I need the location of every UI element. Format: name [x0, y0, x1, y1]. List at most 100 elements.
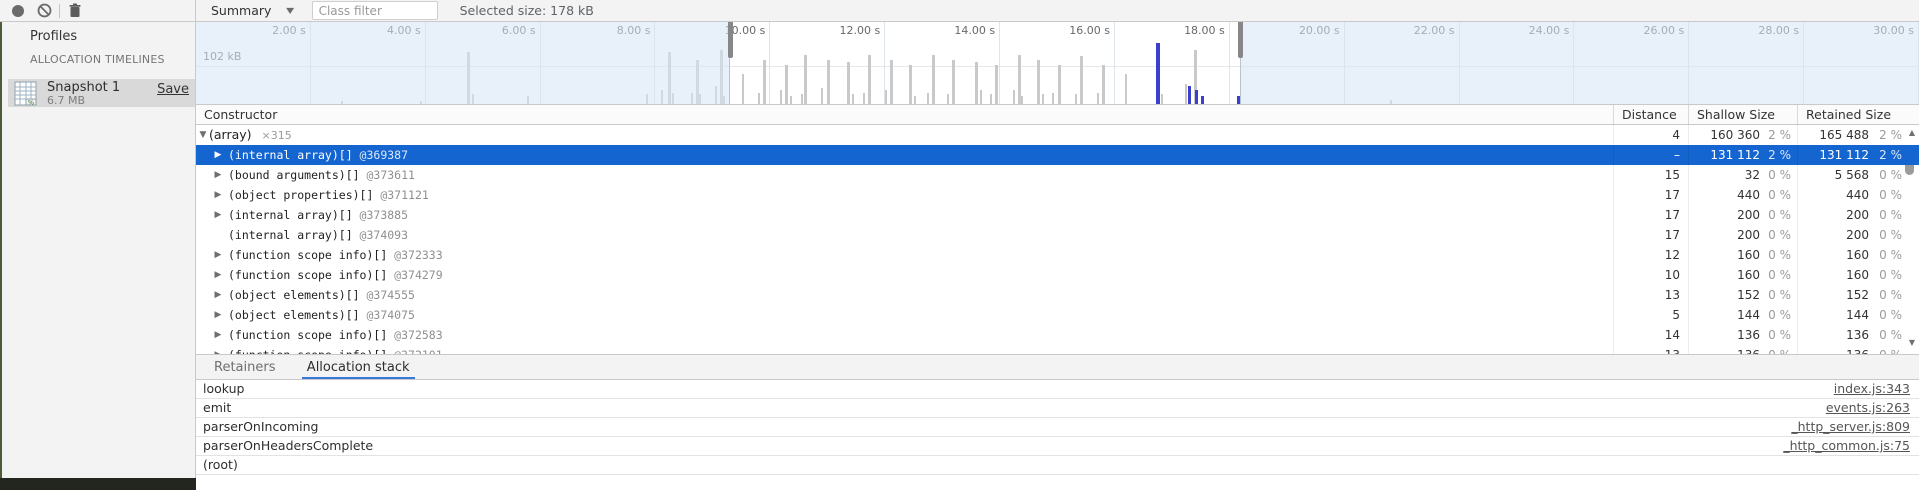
heap-grid-body: ▲ ▼ ▼ (array) ×315 4 160 360 2 % 165 488 2 % ▶ (i… — [196, 125, 1919, 354]
column-header-constructor[interactable]: Constructor — [204, 107, 278, 122]
expand-arrow-icon[interactable]: ▶ — [214, 270, 222, 280]
allocation-bar — [1036, 59, 1040, 104]
heap-object-row[interactable]: ▶(function scope info)[] @372101131360 %… — [196, 345, 1919, 354]
collapse-arrow-icon[interactable]: ▼ — [199, 130, 207, 140]
allocation-bar — [821, 88, 824, 104]
object-id: @372583 — [387, 328, 443, 342]
expand-arrow-icon[interactable]: ▶ — [214, 210, 222, 220]
retained-percent-cell: 0 % — [1879, 308, 1902, 322]
distance-cell: 5 — [1672, 308, 1680, 322]
shallow-size-cell: 160 360 — [1710, 128, 1760, 142]
retained-size-cell: 165 488 — [1819, 128, 1869, 142]
stack-frame-row[interactable]: (root) — [196, 456, 1919, 475]
expand-arrow-icon[interactable]: ▶ — [213, 345, 223, 354]
constructor-name: (function scope info)[] @372333 — [228, 248, 443, 262]
expand-arrow-icon[interactable]: ▶ — [214, 170, 222, 180]
trash-icon[interactable] — [62, 1, 88, 21]
allocation-bar-live — [1200, 95, 1204, 104]
allocation-timeline-overview[interactable]: 102 kB 2.00 s4.00 s6.00 s8.00 s10.00 s12… — [196, 22, 1919, 105]
save-link[interactable]: Save — [157, 82, 189, 97]
object-id: @373611 — [359, 168, 415, 182]
scroll-down-icon[interactable]: ▼ — [1908, 338, 1916, 347]
column-header-retained-size[interactable]: Retained Size — [1797, 105, 1919, 124]
heap-object-row[interactable]: ▶ (function scope info)[] @372333 12 160 0 %… — [196, 245, 1919, 265]
expand-arrow-icon[interactable]: ▶ — [214, 150, 222, 160]
heap-object-row[interactable]: ▶ (bound arguments)[] @373611 15 32 0 % 5 568… — [196, 165, 1919, 185]
heap-object-row[interactable]: ▶ (function scope info)[] @372583 14 136 0 %… — [196, 325, 1919, 345]
shallow-percent-cell: 0 % — [1768, 168, 1791, 182]
expand-arrow-icon[interactable]: ▶ — [214, 290, 222, 300]
source-location-link[interactable]: _http_common.js:75 — [1783, 438, 1910, 453]
allocation-bar — [926, 92, 929, 104]
stack-frame-function: emit — [203, 400, 232, 415]
timeline-grid-cell: 16.00 s — [1000, 22, 1115, 104]
tab-label: Retainers — [214, 359, 276, 375]
clear-icon[interactable] — [31, 1, 57, 21]
heap-object-row[interactable]: ▶ (object properties)[] @371121 17 440 0 % 44… — [196, 185, 1919, 205]
tab-retainers[interactable]: Retainers — [209, 355, 280, 379]
retained-percent-cell: 0 % — [1879, 268, 1902, 282]
shallow-percent-cell: 2 % — [1768, 128, 1791, 142]
source-location-link[interactable]: _http_server.js:809 — [1791, 419, 1910, 434]
scroll-up-icon[interactable]: ▲ — [1908, 128, 1916, 137]
allocation-bar — [1160, 94, 1163, 104]
selection-grip-right[interactable] — [1238, 22, 1244, 58]
distance-cell: – — [1674, 148, 1680, 162]
shallow-percent-cell: 0 % — [1768, 308, 1791, 322]
stack-frame-function: (root) — [203, 457, 238, 472]
class-filter-input[interactable] — [311, 1, 438, 20]
perspective-select-value: Summary — [211, 3, 272, 18]
constructor-name: (internal array)[] @369387 — [228, 148, 409, 162]
stack-frame-row[interactable]: parserOnIncoming _http_server.js:809 — [196, 418, 1919, 437]
object-id: @369387 — [352, 148, 409, 162]
allocation-bar — [862, 92, 865, 104]
tab-allocation-stack[interactable]: Allocation stack — [301, 355, 415, 379]
retained-size-cell: 131 112 — [1819, 148, 1869, 162]
window-edge — [0, 22, 2, 490]
heap-object-row[interactable]: ▶ (internal array)[] @373885 17 200 0 % 200 0 … — [196, 205, 1919, 225]
record-icon[interactable] — [5, 1, 31, 21]
column-header-distance[interactable]: Distance — [1613, 105, 1688, 124]
source-location-link[interactable]: index.js:343 — [1833, 381, 1910, 396]
svg-text:%: % — [28, 99, 34, 107]
expand-arrow-icon[interactable]: ▶ — [214, 330, 222, 340]
allocation-bar — [867, 54, 871, 104]
stack-frame-function: lookup — [203, 381, 245, 396]
allocation-bar — [990, 94, 993, 104]
distance-cell: 15 — [1664, 168, 1680, 182]
constructor-name: (function scope info)[] @372101 — [228, 345, 443, 354]
stack-frame-row[interactable]: parserOnHeadersComplete _http_common.js:7… — [196, 437, 1919, 456]
expand-arrow-icon[interactable]: ▶ — [214, 250, 222, 260]
constructor-name: (internal array)[] @373885 — [228, 208, 409, 222]
timeline-tick-label: 16.00 s — [1069, 24, 1110, 37]
distance-cell: 13 — [1613, 345, 1680, 354]
distance-cell: 17 — [1664, 188, 1680, 202]
sidebar-item-snapshot-1[interactable]: % Snapshot 1 6.7 MB Save — [8, 79, 195, 107]
perspective-select[interactable]: Summary ▼ — [205, 0, 300, 21]
column-header-shallow-size[interactable]: Shallow Size — [1688, 105, 1797, 124]
retained-size-cell: 200 — [1846, 208, 1869, 222]
selection-grip-left[interactable] — [728, 22, 734, 58]
heap-object-row[interactable]: (internal array)[] @374093 17 200 0 % 200 0 % — [196, 225, 1919, 245]
stack-frame-row[interactable]: emit events.js:263 — [196, 399, 1919, 418]
expand-arrow-icon[interactable]: ▶ — [214, 190, 222, 200]
stack-frame-row[interactable]: lookup index.js:343 — [196, 380, 1919, 399]
retained-percent-cell: 0 % — [1879, 228, 1902, 242]
heap-object-row[interactable]: ▼ (array) ×315 4 160 360 2 % 165 488 2 % — [196, 125, 1919, 145]
heap-object-row[interactable]: ▶ (internal array)[] @369387 – 131 112 2 % 13… — [196, 145, 1919, 165]
allocation-bar — [1185, 84, 1187, 104]
allocation-bar — [1041, 94, 1044, 104]
expand-arrow-icon[interactable]: ▶ — [214, 310, 222, 320]
heap-object-row[interactable]: ▶ (function scope info)[] @374279 10 160 0 %… — [196, 265, 1919, 285]
constructor-name: (object elements)[] @374555 — [228, 288, 415, 302]
allocation-bar — [826, 59, 830, 104]
retained-percent-cell: 0 % — [1879, 288, 1902, 302]
allocation-timelines-section: ALLOCATION TIMELINES — [30, 53, 165, 66]
source-location-link[interactable]: events.js:263 — [1825, 400, 1910, 415]
heap-object-row[interactable]: ▶ (object elements)[] @374555 13 152 0 % 152 0… — [196, 285, 1919, 305]
shallow-percent-cell: 0 % — [1768, 248, 1791, 262]
heap-object-row[interactable]: ▶ (object elements)[] @374075 5 144 0 % 144 0 … — [196, 305, 1919, 325]
allocation-bar — [1079, 56, 1083, 104]
shallow-percent-cell: 2 % — [1768, 148, 1791, 162]
timeline-tick-label: 12.00 s — [839, 24, 881, 37]
